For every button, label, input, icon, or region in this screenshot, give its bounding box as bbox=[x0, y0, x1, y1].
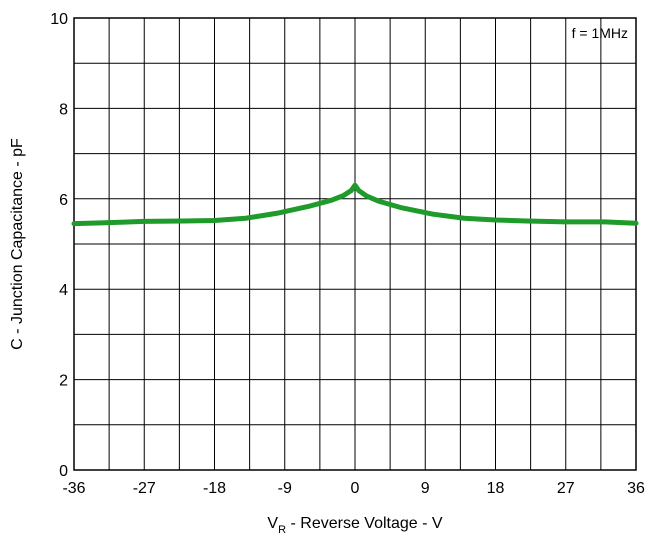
plot-frame bbox=[73, 17, 637, 471]
x-tick-label: 18 bbox=[487, 480, 505, 497]
series-line-0 bbox=[71, 182, 639, 227]
x-tick-label: 27 bbox=[557, 480, 575, 497]
y-tick-labels: 0 2 4 6 8 10 bbox=[50, 11, 68, 480]
x-tick-label: 36 bbox=[627, 480, 645, 497]
x-axis-label-main: V bbox=[267, 515, 278, 532]
x-tick-label: 9 bbox=[421, 480, 430, 497]
y-tick-label: 2 bbox=[59, 373, 68, 390]
x-tick-label: -18 bbox=[203, 480, 226, 497]
series-line-group bbox=[71, 182, 639, 227]
y-tick-label: 0 bbox=[59, 463, 68, 480]
x-tick-label: -27 bbox=[133, 480, 156, 497]
y-tick-label: 10 bbox=[50, 11, 68, 28]
x-axis-label: VR - Reverse Voltage - V bbox=[267, 515, 442, 535]
y-tick-label: 6 bbox=[59, 192, 68, 209]
y-axis-label: C - Junction Capacitance - pF bbox=[9, 138, 26, 350]
y-tick-label: 4 bbox=[59, 282, 68, 299]
x-tick-label: -36 bbox=[62, 480, 85, 497]
grid bbox=[74, 18, 636, 470]
x-tick-label: -9 bbox=[278, 480, 292, 497]
x-axis-label-rest: - Reverse Voltage - V bbox=[286, 515, 443, 532]
x-tick-label: 0 bbox=[351, 480, 360, 497]
frequency-annotation: f = 1MHz bbox=[572, 25, 628, 41]
y-tick-label: 8 bbox=[59, 101, 68, 118]
x-tick-labels: -36 -27 -18 -9 0 9 18 27 36 bbox=[62, 480, 645, 497]
x-axis-label-subscript: R bbox=[278, 524, 286, 535]
